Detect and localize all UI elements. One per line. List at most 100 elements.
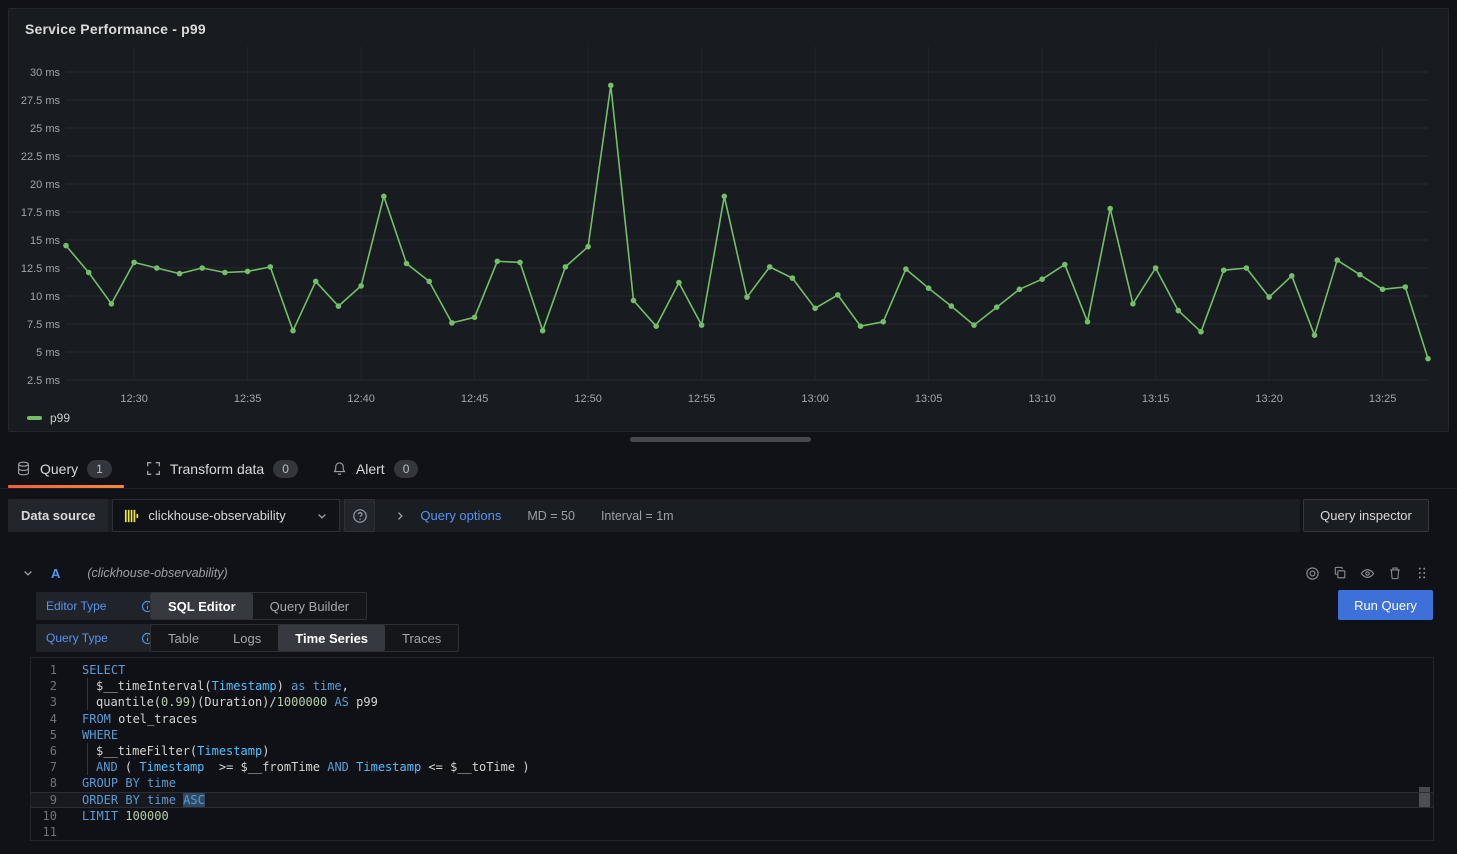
line-number: 3 [31,694,57,710]
svg-text:13:10: 13:10 [1028,393,1056,405]
line-number: 1 [31,662,57,678]
tab-alert[interactable]: Alert0 [324,452,430,485]
trash-icon[interactable] [1386,564,1404,582]
horizontal-scrollbar-thumb[interactable] [630,437,811,442]
sql-token: $__timeInterval( [96,679,212,693]
sql-token: time [147,776,176,790]
sql-token: p99 [349,695,378,709]
sql-token: as time [291,679,342,693]
tab-label: Alert [356,461,385,477]
query-ref-id[interactable]: A [51,566,60,581]
svg-text:12:45: 12:45 [461,393,489,405]
sql-token: 0.99 [161,695,190,709]
sql-line[interactable]: 1SELECT [31,662,1433,678]
sql-token: 1000000 [277,695,328,709]
sql-token: ) [262,744,269,758]
sql-token: Timestamp [139,760,204,774]
sql-token-selected: ASC [183,793,205,807]
query-type-option-table[interactable]: Table [151,625,216,651]
editor-type-option-query-builder[interactable]: Query Builder [253,593,366,619]
sql-line-current[interactable]: 9ORDER BY time ASC [31,792,1433,808]
svg-text:10 ms: 10 ms [30,291,60,303]
bell-icon [332,461,347,476]
sql-token: otel_traces [111,712,198,726]
query-type-label-text: Query Type [46,631,108,645]
svg-text:22.5 ms: 22.5 ms [21,151,61,163]
svg-text:7.5 ms: 7.5 ms [27,319,61,331]
sql-line[interactable]: 11 [31,824,1433,840]
drag-handle-icon[interactable] [1413,564,1431,582]
query-type-switch: TableLogsTime SeriesTraces [150,624,459,652]
copy-icon[interactable] [1331,564,1349,582]
query-inspector-button[interactable]: Query inspector [1303,499,1429,532]
indent-guide [87,759,96,775]
sql-line[interactable]: 4FROM otel_traces [31,711,1433,727]
chevron-down-icon [316,510,328,522]
run-query-button[interactable]: Run Query [1338,590,1433,620]
svg-text:13:15: 13:15 [1142,393,1170,405]
query-options-chevron-right-icon[interactable] [394,510,406,522]
svg-text:12:40: 12:40 [347,393,375,405]
sql-line[interactable]: 10LIMIT 100000 [31,808,1433,824]
editor-type-label-text: Editor Type [46,599,106,613]
sql-token: <= $__toTime ) [421,760,529,774]
svg-text:13:00: 13:00 [801,393,829,405]
query-row-actions [1303,564,1431,583]
line-number: 2 [31,678,57,694]
sql-code-editor[interactable]: 1SELECT2 $__timeInterval( Timestamp) as ti… [30,657,1434,841]
line-number: 5 [31,727,57,743]
sql-line[interactable]: 2$__timeInterval(Timestamp) as time, [31,678,1433,694]
panel-title[interactable]: Service Performance - p99 [25,21,206,37]
max-data-points-value: MD = 50 [527,509,575,523]
query-type-option-traces[interactable]: Traces [385,625,458,651]
query-type-option-time-series[interactable]: Time Series [278,625,385,651]
line-number: 6 [31,743,57,759]
svg-text:12:30: 12:30 [120,393,148,405]
sql-line[interactable]: 3 quantile(0.99)(Duration)/1000000 AS p99 [31,694,1433,710]
line-number: 9 [31,792,57,808]
svg-text:30 ms: 30 ms [30,67,60,79]
svg-text:20 ms: 20 ms [30,179,60,191]
sql-token: AS [334,695,348,709]
concentric-circles-icon[interactable] [1303,564,1322,583]
svg-text:5 ms: 5 ms [36,347,60,359]
sql-token: time [147,793,176,807]
sql-token: FROM [82,712,111,726]
sql-token: quantile( [96,695,161,709]
sql-line[interactable]: 5WHERE [31,727,1433,743]
sql-line[interactable]: 7AND ( Timestamp >= $__fromTime AND Time… [31,759,1433,775]
tab-count-badge: 1 [87,460,112,478]
query-options-toggle[interactable]: Query options [420,508,501,523]
svg-text:12.5 ms: 12.5 ms [21,263,61,275]
svg-text:12:35: 12:35 [234,393,262,405]
sql-token: >= $__fromTime [204,760,327,774]
sql-token: Timestamp [356,760,421,774]
editor-type-option-sql-editor[interactable]: SQL Editor [151,593,253,619]
query-type-option-logs[interactable]: Logs [216,625,278,651]
sql-line[interactable]: 8GROUP BY time [31,775,1433,791]
query-datasource-hint: (clickhouse-observability) [87,566,227,580]
svg-text:13:05: 13:05 [915,393,943,405]
legend-series-label[interactable]: p99 [50,411,70,425]
series-points-p99 [63,83,1431,362]
svg-text:12:55: 12:55 [688,393,716,405]
sql-token: $__timeFilter( [96,744,197,758]
eye-icon[interactable] [1358,564,1377,583]
sql-token: GROUP BY [82,776,140,790]
timeseries-chart[interactable]: 2.5 ms5 ms7.5 ms10 ms12.5 ms15 ms17.5 ms… [9,39,1448,411]
tab-count-badge: 0 [273,460,298,478]
tab-query[interactable]: Query1 [8,452,124,485]
tabs-divider [0,488,1457,489]
svg-text:2.5 ms: 2.5 ms [27,375,61,387]
indent-guide [87,678,96,694]
sql-token: ( [118,760,140,774]
datasource-help-button[interactable] [344,499,375,532]
interval-value: Interval = 1m [601,509,674,523]
tab-transform-data[interactable]: Transform data0 [138,452,310,485]
sql-token: )(Duration)/ [190,695,277,709]
datasource-picker[interactable]: clickhouse-observability [112,499,340,532]
sql-line[interactable]: 6$__timeFilter(Timestamp) [31,743,1433,759]
series-line-p99 [66,85,1428,358]
collapse-chevron-down-icon[interactable] [22,567,34,579]
indent-guide [87,694,96,710]
